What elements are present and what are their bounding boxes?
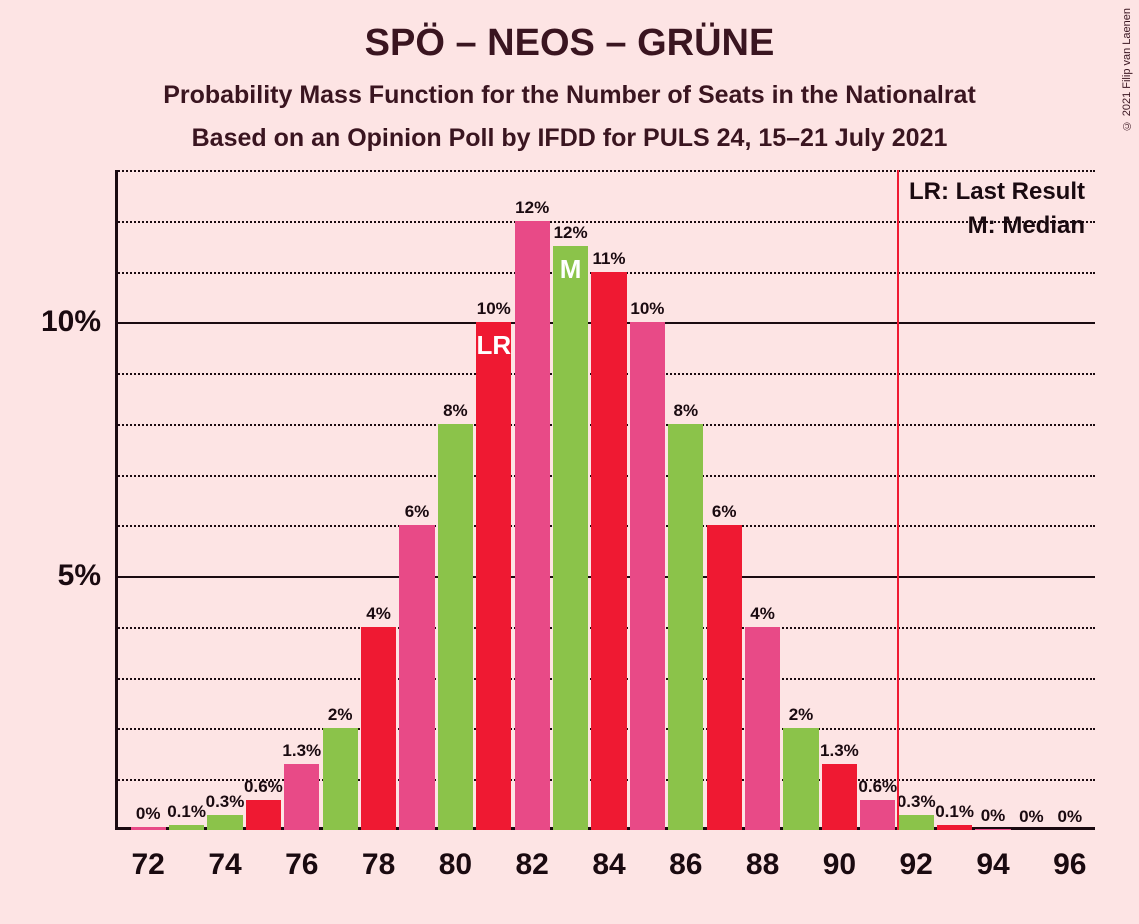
legend-median: M: Median: [909, 212, 1085, 240]
bar-value-label: 0%: [1057, 807, 1082, 830]
bar: 0.6%: [246, 800, 281, 830]
x-tick-label: 72: [132, 830, 165, 882]
x-tick-label: 92: [900, 830, 933, 882]
y-tick-label: 10%: [41, 305, 115, 339]
bar: 12%: [515, 221, 550, 830]
gridline-minor: [115, 170, 1095, 172]
bar: 2%: [783, 728, 818, 830]
bar-value-label: 8%: [673, 401, 698, 424]
bar-value-label: 0.3%: [206, 792, 245, 815]
bar: 0.6%: [860, 800, 895, 830]
bar: 8%: [668, 424, 703, 830]
bar-value-label: 6%: [712, 502, 737, 525]
x-tick-label: 88: [746, 830, 779, 882]
bar-value-label: 4%: [750, 604, 775, 627]
bar-value-label: 10%: [477, 299, 511, 322]
bar-value-label: 0.6%: [244, 777, 283, 800]
x-tick-label: 94: [976, 830, 1009, 882]
bar: 2%: [323, 728, 358, 830]
bar: 12%M: [553, 246, 588, 830]
bar-value-label: 10%: [630, 299, 664, 322]
bar: 6%: [707, 525, 742, 830]
bar-value-label: 0.1%: [935, 802, 974, 825]
y-tick-label: 5%: [58, 559, 115, 593]
bar-value-label: 0.3%: [897, 792, 936, 815]
bar-value-label: 0.6%: [858, 777, 897, 800]
last-result-marker: LR: [476, 330, 511, 361]
bar: 1.3%: [822, 764, 857, 830]
bar-value-label: 2%: [789, 705, 814, 728]
bar: 6%: [399, 525, 434, 830]
x-tick-label: 76: [285, 830, 318, 882]
bar-value-label: 0%: [1019, 807, 1044, 830]
bar: 4%: [745, 627, 780, 830]
bar-value-label: 12%: [554, 223, 588, 246]
bar: 4%: [361, 627, 396, 830]
bar: 0.3%: [899, 815, 934, 830]
bar-value-label: 0.1%: [167, 802, 206, 825]
x-tick-label: 74: [208, 830, 241, 882]
x-tick-label: 84: [592, 830, 625, 882]
bar: 0.3%: [207, 815, 242, 830]
legend: LR: Last Result M: Median: [909, 178, 1085, 246]
bar: 0.1%: [169, 825, 204, 830]
x-tick-label: 86: [669, 830, 702, 882]
bar-value-label: 2%: [328, 705, 353, 728]
x-tick-label: 80: [439, 830, 472, 882]
bar: 1.3%: [284, 764, 319, 830]
copyright-text: © 2021 Filip van Laenen: [1121, 8, 1133, 131]
bar: 11%: [591, 272, 626, 830]
x-tick-label: 78: [362, 830, 395, 882]
bar-value-label: 0%: [981, 806, 1006, 829]
chart-title: SPÖ – NEOS – GRÜNE: [0, 0, 1139, 65]
bar-value-label: 0%: [136, 804, 161, 827]
x-tick-label: 96: [1053, 830, 1086, 882]
bar-value-label: 4%: [366, 604, 391, 627]
chart-subtitle-2: Based on an Opinion Poll by IFDD for PUL…: [0, 110, 1139, 153]
bar-value-label: 6%: [405, 502, 430, 525]
bar: 0.1%: [937, 825, 972, 830]
legend-lr: LR: Last Result: [909, 178, 1085, 206]
y-axis: [115, 170, 118, 830]
bar-value-label: 1.3%: [282, 741, 321, 764]
bar: 10%: [630, 322, 665, 830]
bar-value-label: 1.3%: [820, 741, 859, 764]
bar: 10%LR: [476, 322, 511, 830]
bar: 8%: [438, 424, 473, 830]
x-tick-label: 90: [823, 830, 856, 882]
x-tick-label: 82: [516, 830, 549, 882]
bar-value-label: 11%: [592, 249, 625, 272]
chart-subtitle-1: Probability Mass Function for the Number…: [0, 65, 1139, 110]
bar-value-label: 12%: [515, 198, 549, 221]
bar-value-label: 8%: [443, 401, 468, 424]
majority-threshold-line: [897, 170, 899, 830]
median-marker: M: [560, 254, 582, 285]
pmf-bar-chart: 5%10%0%0.1%0.3%0.6%1.3%2%4%6%8%10%LR12%1…: [115, 170, 1095, 830]
